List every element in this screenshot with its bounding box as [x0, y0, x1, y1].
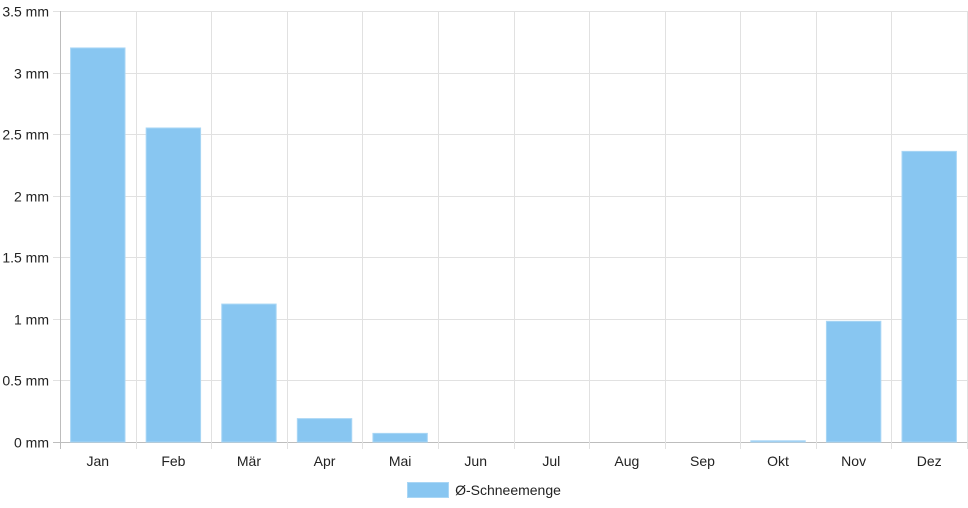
y-tick-label: 0.5 mm: [2, 373, 49, 389]
x-tick-label: Nov: [841, 453, 866, 469]
y-tick-label: 2.5 mm: [2, 127, 49, 143]
x-tick-label: Okt: [767, 453, 789, 469]
bar-nov: [825, 320, 882, 443]
legend-label: Ø-Schneemenge: [455, 482, 561, 498]
x-tick-labels: Jan Feb Mär Apr Mai Jun Jul Aug Sep Okt Nov Dez: [87, 453, 942, 469]
x-tick-label: Jul: [542, 453, 560, 469]
y-tick-label: 1 mm: [14, 312, 49, 328]
bar-feb: [145, 127, 202, 443]
x-tick-label: Jan: [87, 453, 110, 469]
x-tick-label: Apr: [314, 453, 336, 469]
bar-jan: [70, 47, 126, 443]
bar-dez: [901, 150, 957, 443]
y-tick-label: 1.5 mm: [2, 250, 49, 266]
x-tick-label: Mär: [237, 453, 261, 469]
y-tick-label: 3.5 mm: [2, 4, 49, 20]
bar-okt: [750, 440, 806, 443]
y-tick-labels: 0 mm 0.5 mm 1 mm 1.5 mm 2 mm 2.5 mm 3 mm 3.5 mm: [2, 4, 49, 451]
x-tick-label: Sep: [690, 453, 715, 469]
x-tick-label: Feb: [161, 453, 185, 469]
bar-mai: [372, 432, 428, 443]
legend-swatch: [407, 482, 450, 498]
legend[interactable]: Ø-Schneemenge: [0, 479, 968, 501]
y-tick-label: 2 mm: [14, 189, 49, 205]
y-tick-label: 3 mm: [14, 66, 49, 82]
bars: [70, 47, 957, 443]
x-tick-label: Mai: [389, 453, 412, 469]
bar-apr: [296, 418, 353, 443]
x-tick-label: Jun: [464, 453, 487, 469]
y-tick-label: 0 mm: [14, 435, 49, 451]
x-tick-label: Dez: [917, 453, 942, 469]
grid-lines: [53, 11, 968, 449]
bar-mär: [221, 303, 277, 443]
x-tick-label: Aug: [614, 453, 639, 469]
